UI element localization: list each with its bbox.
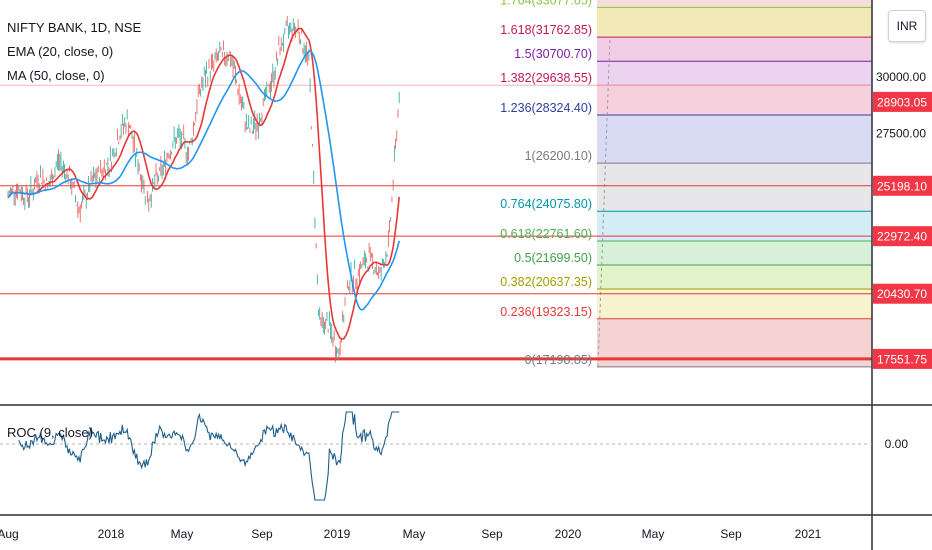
fib-zone-top [597, 0, 872, 8]
fib-label: 0.382(20637.35) [500, 275, 592, 289]
fib-label: 1.618(31762.85) [500, 23, 592, 37]
fib-label: 1.236(28324.40) [500, 101, 592, 115]
roc-pane [0, 411, 872, 501]
fib-zone [597, 115, 872, 164]
fib-label: 1.764(33077.05) [500, 0, 592, 7]
price-tick-label: 27500.00 [876, 127, 926, 141]
fib-trend-line [597, 37, 611, 367]
horizontal-levels [0, 84, 872, 361]
roc-line [18, 411, 400, 501]
fib-zone [597, 163, 872, 212]
time-tick-label: Aug [0, 527, 19, 541]
last-price-tag: 28903.05 [877, 95, 927, 109]
roc-legend[interactable]: ROC (9, close) [7, 425, 93, 440]
time-tick-label: 2021 [795, 527, 822, 541]
fib-label: 0.618(22761.60) [500, 227, 592, 241]
fib-label: 1(26200.10) [525, 149, 592, 163]
ema-legend[interactable]: EMA (20, close, 0) [7, 44, 114, 59]
fib-label: 0(17198.85) [525, 353, 592, 367]
fib-zone [597, 264, 872, 290]
fib-zone [597, 61, 872, 86]
fib-zone [597, 240, 872, 265]
price-tick-label: 30000.00 [876, 70, 926, 84]
time-tick-label: 2019 [324, 527, 351, 541]
fibonacci-labels: 1.764(33077.05) 1.618(31762.85) 1.5(30700.… [500, 0, 592, 367]
level-price-tag-bg [873, 175, 932, 196]
price-axis-ticks: 27500.00 30000.00 0.00 [876, 70, 926, 451]
level-price-tag-bg [873, 226, 932, 247]
symbol-title[interactable]: NIFTY BANK, 1D, NSE [7, 20, 142, 35]
level-price-tag: 22972.40 [877, 230, 927, 244]
fib-label: 0.5(21699.50) [514, 251, 592, 265]
time-tick-label: Sep [481, 527, 503, 541]
level-price-tag: 20430.70 [877, 287, 927, 301]
fib-zone [597, 85, 872, 115]
fib-label: 0.236(19323.15) [500, 305, 592, 319]
last-price-tag-bg [873, 91, 932, 112]
time-tick-label: Sep [720, 527, 742, 541]
level-price-tag-bg [873, 348, 932, 369]
fib-zone [597, 37, 872, 62]
roc-tick-label: 0.00 [885, 437, 909, 451]
level-price-tag: 17551.75 [877, 352, 927, 366]
fib-zone [597, 7, 872, 38]
time-tick-label: Sep [251, 527, 273, 541]
time-tick-label: May [642, 527, 665, 541]
time-tick-label: 2018 [98, 527, 125, 541]
fib-label: 1.382(29638.55) [500, 71, 592, 85]
time-tick-label: 2020 [555, 527, 582, 541]
time-tick-label: May [171, 527, 194, 541]
level-price-tag-bg [873, 283, 932, 304]
level-price-tag: 25198.10 [877, 179, 927, 193]
ema-line [7, 27, 400, 340]
ma-line [7, 50, 400, 311]
price-axis-tags: 28903.05 25198.10 22972.40 20430.70 17551.75 [873, 91, 932, 369]
currency-button[interactable]: INR [888, 10, 926, 42]
fibonacci-zones [597, 0, 872, 367]
time-axis-ticks: Aug 2018 May Sep 2019 May Sep 2020 May Sep 2021 [0, 527, 822, 541]
time-tick-label: May [403, 527, 426, 541]
fib-label: 1.5(30700.70) [514, 47, 592, 61]
ma-legend[interactable]: MA (50, close, 0) [7, 68, 105, 83]
fib-label: 0.764(24075.80) [500, 197, 592, 211]
